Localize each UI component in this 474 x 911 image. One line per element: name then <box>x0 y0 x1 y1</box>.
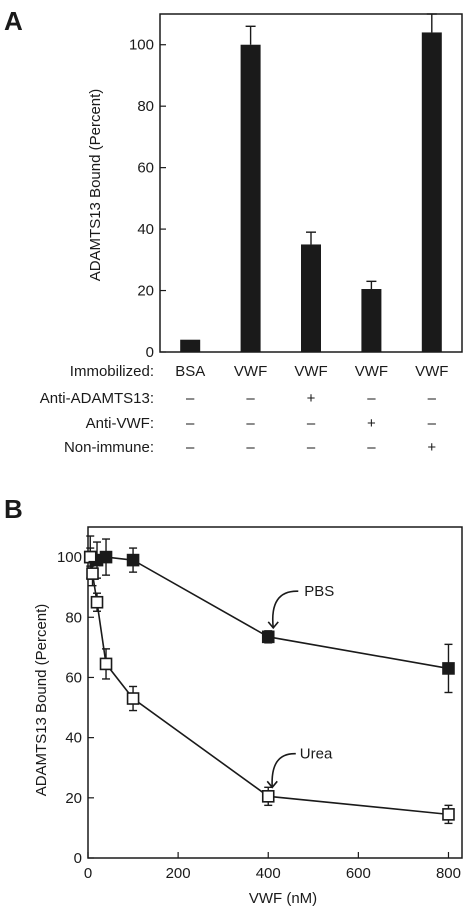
urea-arrow-head <box>266 780 278 789</box>
data-point <box>86 567 99 580</box>
panel-a-condition-value: – <box>428 390 437 407</box>
series-urea: Urea <box>83 547 455 825</box>
data-point <box>126 553 140 567</box>
panel-a-condition-value: – <box>246 415 255 432</box>
panel-a-bar <box>240 44 261 353</box>
panel-b-x-axis-label: VWF (nM) <box>249 890 317 907</box>
panel-b-x-tick-label: 0 <box>84 865 92 882</box>
panel-a-condition-value: + <box>427 439 436 456</box>
data-point <box>99 550 113 564</box>
panel-a-condition-value: – <box>367 439 376 456</box>
panel-a-condition-value: – <box>428 415 437 432</box>
panel-b-x-tick-label: 200 <box>166 865 191 882</box>
panel-a-condition-value: – <box>186 415 195 432</box>
pbs-arrow-head <box>267 621 279 630</box>
panel-a-condition-value: VWF <box>234 363 267 380</box>
panel-a-y-tick-label: 60 <box>137 160 154 177</box>
panel-b-y-tick-label: 60 <box>65 669 82 686</box>
data-point <box>126 692 140 705</box>
panel-a-letter: A <box>4 6 23 36</box>
panel-b-y-tick-label: 80 <box>65 609 82 626</box>
panel-a-condition-value: – <box>307 439 316 456</box>
panel-b-y-tick-label: 20 <box>65 790 82 807</box>
panel-b-series: PBS Urea <box>83 535 455 825</box>
panel-a-condition-value: + <box>307 390 316 407</box>
panel-b-x-tick-label: 600 <box>346 865 371 882</box>
panel-a-y-tick-label: 100 <box>129 37 154 54</box>
panel-a-condition-label: Non-immune: <box>64 439 154 456</box>
data-point <box>442 662 455 675</box>
data-point <box>99 657 113 671</box>
panel-a-y-tick-label: 0 <box>146 344 154 361</box>
panel-a-bars <box>180 13 442 353</box>
series-line <box>89 556 449 816</box>
panel-a-condition-value: – <box>307 415 316 432</box>
panel-a-bar <box>361 289 382 352</box>
panel-a-condition-value: + <box>367 415 376 432</box>
panel-a-condition-value: – <box>246 390 255 407</box>
data-point <box>442 808 455 821</box>
panel-a-condition-value: – <box>186 390 195 407</box>
series-line <box>89 556 449 670</box>
panel-a-bar <box>301 244 321 352</box>
panel-b-y-tick-label: 40 <box>65 730 82 747</box>
pbs-arrow <box>271 590 299 628</box>
panel-b-x-tick-label: 800 <box>436 865 461 882</box>
panel-a-condition-label: Immobilized: <box>70 363 154 380</box>
panel-a-condition-label: Anti-ADAMTS13: <box>40 390 154 407</box>
panel-a-bar <box>421 32 442 352</box>
panel-a-condition-value: – <box>246 439 255 456</box>
panel-a-condition-value: – <box>367 390 376 407</box>
panel-a-condition-label: Anti-VWF: <box>86 415 154 432</box>
panel-b-y-axis-label: ADAMTS13 Bound (Percent) <box>33 604 50 797</box>
panel-a-y-tick-label: 40 <box>137 221 154 238</box>
data-point <box>261 790 275 803</box>
data-point <box>261 630 275 644</box>
panel-b-axes: 0 20 40 60 80 100 0 200 400 600 800 <box>57 526 463 882</box>
panel-a-condition-value: VWF <box>294 363 327 380</box>
panel-a-y-axis-label: ADAMTS13 Bound (Percent) <box>87 89 104 282</box>
panel-a-y-tick-label: 20 <box>137 283 154 300</box>
data-point <box>90 595 104 609</box>
panel-b-letter: B <box>4 494 23 524</box>
panel-a-y-tick-label: 80 <box>137 98 154 115</box>
panel-a-condition-value: VWF <box>355 363 388 380</box>
series-label-pbs: PBS <box>304 583 334 600</box>
panel-a-condition-table: Immobilized: BSA VWF VWF VWF VWF Anti-ADAMTS13… <box>40 363 449 456</box>
series-label-urea: Urea <box>300 746 333 763</box>
panel-a-condition-value: BSA <box>175 363 205 380</box>
panel-b-y-tick-label: 100 <box>57 549 82 566</box>
panel-a-bar <box>180 339 201 352</box>
panel-a-condition-value: – <box>186 439 195 456</box>
series-pbs: PBS <box>83 535 455 694</box>
panel-b-y-tick-label: 0 <box>74 850 82 867</box>
panel-a: A ADAMTS13 Bound (Percent) 020406080100 … <box>4 6 463 456</box>
panel-b-plot-frame <box>87 526 463 859</box>
urea-arrow <box>271 752 296 788</box>
data-point <box>83 550 97 564</box>
panel-b-x-tick-label: 400 <box>256 865 281 882</box>
panel-b: B ADAMTS13 Bound (Percent) VWF (nM) 0 20 4… <box>4 494 463 907</box>
panel-a-condition-value: VWF <box>415 363 448 380</box>
panel-a-axes: 0 20 40 60 80 100 <box>129 13 463 361</box>
